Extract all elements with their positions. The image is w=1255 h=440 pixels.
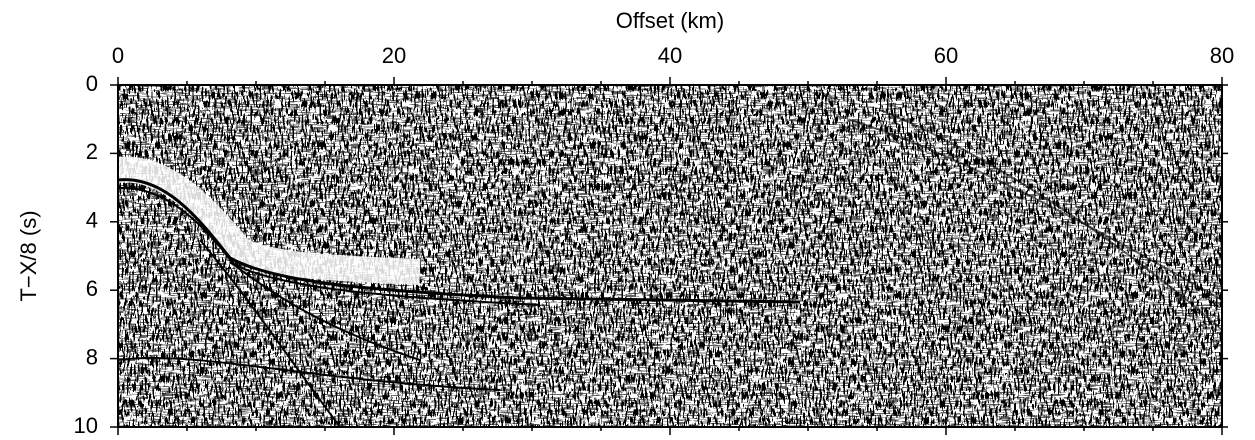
arrival (118, 356, 501, 391)
x-tick-label: 40 (658, 43, 682, 68)
arrival (199, 239, 341, 427)
arrival (118, 178, 801, 304)
y-tick-label: 0 (86, 71, 98, 96)
arrival (118, 186, 541, 306)
seismic-section (118, 85, 1222, 427)
arrival (879, 109, 1222, 331)
x-tick-label: 0 (112, 43, 124, 68)
arrival (229, 261, 421, 361)
arrival (849, 119, 1222, 301)
x-tick-label: 80 (1210, 43, 1234, 68)
quiet-band (118, 156, 421, 285)
y-axis-label: T−X/8 (s) (16, 210, 41, 301)
y-tick-label: 2 (86, 139, 98, 164)
x-tick-label: 60 (934, 43, 958, 68)
y-tick-label: 4 (86, 208, 98, 233)
y-tick-label: 10 (74, 413, 98, 438)
y-tick-label: 8 (86, 344, 98, 369)
x-axis-label: Offset (km) (616, 8, 724, 33)
y-tick-label: 6 (86, 276, 98, 301)
x-tick-label: 20 (382, 43, 406, 68)
